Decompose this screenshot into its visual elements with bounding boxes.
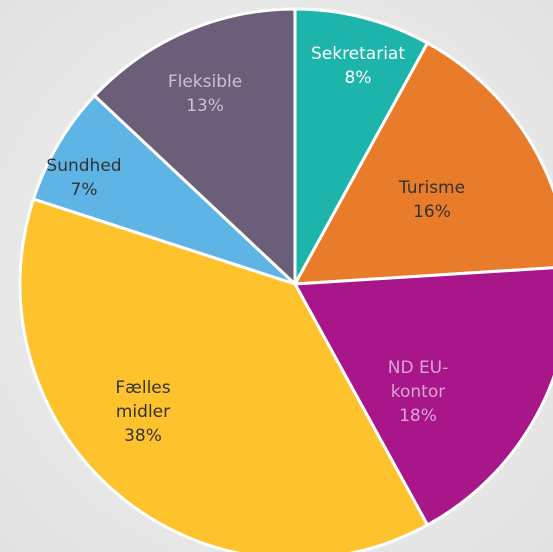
pie-slice bbox=[31, 93, 297, 286]
pie-slice bbox=[18, 197, 430, 552]
value-label: 13% bbox=[186, 96, 224, 116]
slice-label: Sekretariat 8% bbox=[293, 42, 423, 90]
slice-label: Fleksible 13% bbox=[140, 70, 270, 118]
pie-slice bbox=[293, 7, 430, 285]
pie-slice bbox=[292, 266, 553, 528]
category-label: ND EU-kontor bbox=[387, 358, 449, 402]
category-label: Turisme bbox=[398, 178, 466, 198]
category-label: Fleksible bbox=[167, 72, 243, 92]
slice-label: ND EU-kontor 18% bbox=[383, 356, 453, 428]
category-label: Sekretariat bbox=[310, 44, 406, 64]
slice-label: Turisme 16% bbox=[367, 176, 497, 224]
slice-label: Fælles midler 38% bbox=[103, 376, 183, 448]
value-label: 18% bbox=[399, 406, 437, 426]
slice-label: Sundhed 7% bbox=[19, 154, 149, 202]
category-label: Fælles midler bbox=[115, 378, 171, 422]
value-label: 8% bbox=[344, 68, 372, 88]
pie-slice bbox=[92, 7, 297, 288]
category-label: Sundhed bbox=[46, 156, 122, 176]
value-label: 16% bbox=[413, 202, 451, 222]
value-label: 38% bbox=[124, 426, 162, 446]
pie-slice bbox=[292, 40, 553, 286]
value-label: 7% bbox=[70, 180, 98, 200]
